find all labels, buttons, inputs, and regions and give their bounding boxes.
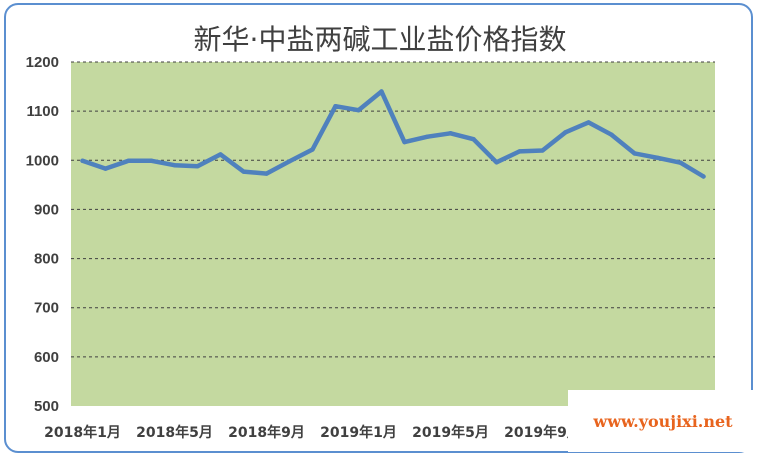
data-point	[126, 158, 131, 163]
y-tick-label: 1000	[26, 152, 59, 169]
data-point	[149, 158, 154, 163]
x-tick-label: 2019年1月	[320, 424, 397, 441]
chart-title: 新华·中盐两碱工业盐价格指数	[194, 23, 567, 56]
x-tick-label: 2019年9月	[504, 424, 581, 441]
data-point	[310, 147, 315, 152]
series-line	[80, 89, 706, 179]
data-point	[425, 134, 430, 139]
x-tick-label: 2018年9月	[228, 424, 305, 441]
y-tick-label: 1200	[26, 54, 59, 71]
data-point	[195, 163, 200, 169]
data-point	[402, 139, 407, 145]
x-axis: 2018年1月 2018年5月 2018年9月 2019年1月 2019年5月 2019年…	[44, 424, 581, 441]
data-point	[701, 174, 706, 179]
data-point	[333, 104, 338, 109]
y-tick-label: 600	[34, 349, 59, 366]
data-point	[586, 120, 591, 125]
data-point	[632, 151, 637, 156]
watermark-box	[568, 390, 758, 452]
x-tick-label: 2019年5月	[412, 424, 489, 441]
x-tick-label: 2018年5月	[136, 424, 213, 441]
series-group	[80, 89, 706, 179]
y-tick-label: 700	[34, 300, 59, 317]
y-tick-label: 900	[34, 201, 59, 218]
data-point	[494, 160, 499, 165]
y-axis: 500 600 700 800 900 1000 1100 1200	[26, 54, 59, 415]
data-point	[80, 158, 85, 163]
data-point	[103, 166, 108, 171]
data-point	[172, 163, 177, 168]
data-point	[448, 131, 453, 136]
y-tick-label: 800	[34, 251, 59, 268]
data-point	[471, 136, 476, 142]
data-point	[563, 130, 568, 135]
data-point	[287, 159, 292, 164]
watermark: www.youjixi.net	[568, 390, 758, 452]
watermark-text: www.youjixi.net	[592, 412, 733, 431]
data-point	[241, 169, 246, 174]
data-point	[264, 171, 269, 176]
data-point	[517, 149, 522, 154]
data-point	[379, 89, 384, 94]
y-tick-label: 1100	[26, 103, 59, 120]
data-point	[356, 107, 361, 113]
data-point	[540, 148, 545, 153]
data-point	[609, 132, 614, 137]
data-point	[218, 152, 223, 157]
data-point	[678, 160, 683, 165]
data-point	[655, 155, 660, 161]
gridlines	[71, 61, 715, 358]
y-tick-label: 500	[34, 398, 59, 415]
x-tick-label: 2018年1月	[44, 424, 121, 441]
